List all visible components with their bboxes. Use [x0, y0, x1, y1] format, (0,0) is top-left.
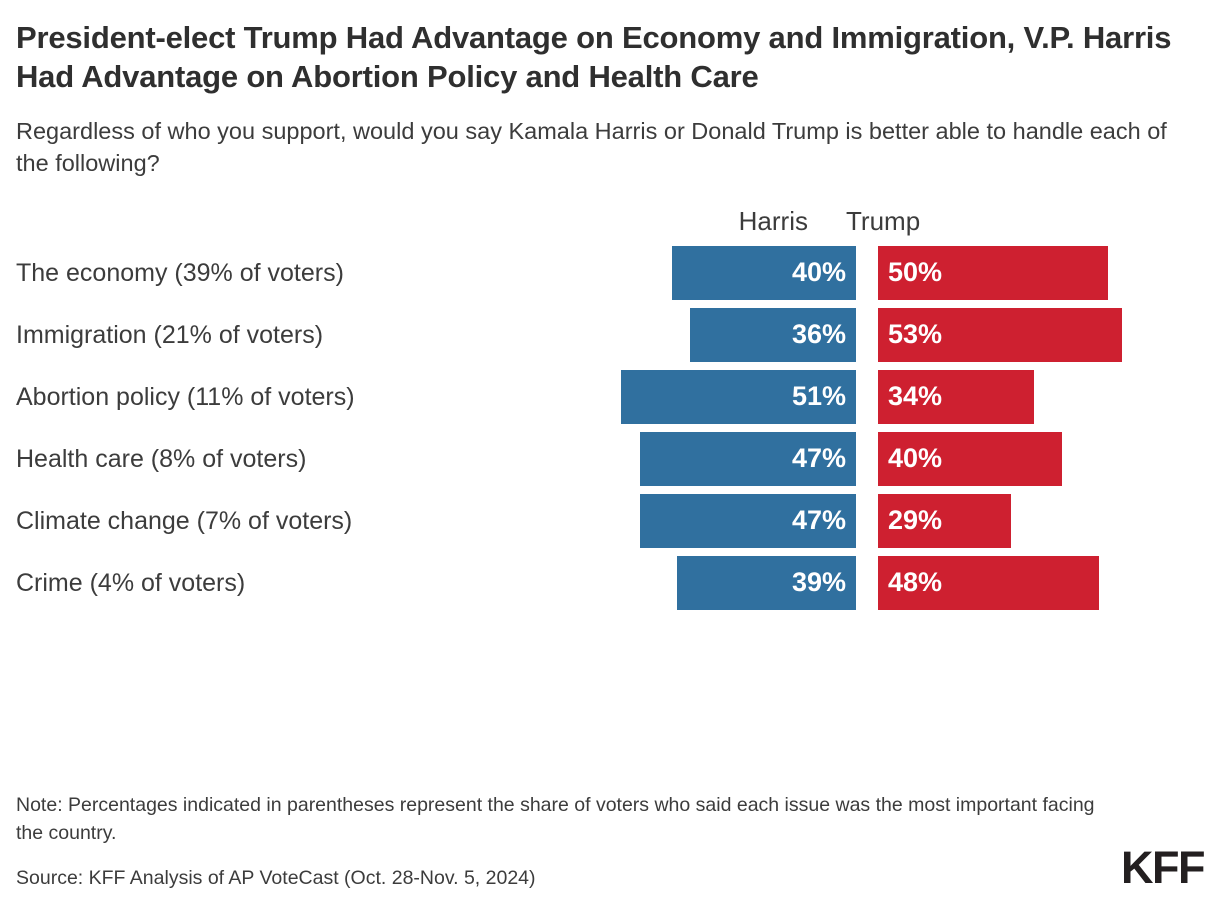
bar-harris: 40% [672, 245, 856, 300]
row-label: Crime (4% of voters) [16, 568, 246, 597]
bar-trump: 40% [878, 431, 1062, 486]
footnote: Note: Percentages indicated in parenthes… [16, 794, 1095, 845]
bar-harris: 51% [621, 369, 856, 424]
row-bars: 51% 34% [16, 369, 1204, 424]
table-row: Immigration (21% of voters) 36% 53% [16, 307, 1204, 370]
table-row: Climate change (7% of voters) 47% 29% [16, 493, 1204, 556]
bar-value-trump: 34% [888, 381, 943, 412]
bar-value-harris: 47% [791, 505, 846, 536]
bar-trump: 48% [878, 555, 1099, 610]
bar-harris: 47% [639, 431, 856, 486]
row-label: Health care (8% of voters) [16, 444, 307, 473]
bar-value-trump: 50% [888, 257, 943, 288]
chart-plot-area: Harris Trump The economy (39% of voters)… [16, 204, 1204, 624]
row-label: The economy (39% of voters) [16, 258, 344, 287]
column-header-trump: Trump [846, 205, 921, 236]
row-bars: 39% 48% [16, 555, 1204, 610]
table-row: Abortion policy (11% of voters) 51% 34% [16, 369, 1204, 432]
column-header-harris: Harris [738, 205, 808, 236]
table-row: Crime (4% of voters) 39% 48% [16, 555, 1204, 618]
bar-value-trump: 29% [888, 505, 943, 536]
table-row: The economy (39% of voters) 40% 50% [16, 245, 1204, 308]
row-label: Immigration (21% of voters) [16, 320, 324, 349]
bar-value-harris: 47% [791, 443, 846, 474]
kff-logo: KFF [1121, 842, 1205, 893]
row-bars: 47% 29% [16, 493, 1204, 548]
bar-trump: 29% [878, 493, 1012, 548]
chart-footer: Note: Percentages indicated in parenthes… [16, 791, 1205, 893]
table-row: Health care (8% of voters) 47% 40% [16, 431, 1204, 494]
bar-value-harris: 39% [791, 567, 846, 598]
bar-value-harris: 36% [791, 319, 846, 350]
chart-subtitle: Regardless of who you support, would you… [16, 117, 1167, 177]
row-bars: 40% 50% [16, 245, 1204, 300]
source-line: Source: KFF Analysis of AP VoteCast (Oct… [16, 866, 536, 889]
column-headers: Harris Trump [16, 204, 1204, 244]
page-title: President-elect Trump Had Advantage on E… [16, 20, 1172, 95]
chart-rows: The economy (39% of voters) 40% 50% Immigra… [16, 245, 1204, 618]
row-label: Abortion policy (11% of voters) [16, 382, 355, 411]
bar-harris: 39% [676, 555, 856, 610]
row-bars: 36% 53% [16, 307, 1204, 362]
bar-trump: 53% [878, 307, 1122, 362]
row-bars: 47% 40% [16, 431, 1204, 486]
bar-value-harris: 40% [791, 257, 846, 288]
bar-value-trump: 48% [888, 567, 943, 598]
bar-trump: 34% [878, 369, 1035, 424]
bar-trump: 50% [878, 245, 1108, 300]
bar-value-harris: 51% [791, 381, 846, 412]
bar-value-trump: 53% [888, 319, 943, 350]
bar-value-trump: 40% [888, 443, 943, 474]
row-label: Climate change (7% of voters) [16, 506, 353, 535]
bar-harris: 36% [690, 307, 856, 362]
bar-harris: 47% [639, 493, 856, 548]
